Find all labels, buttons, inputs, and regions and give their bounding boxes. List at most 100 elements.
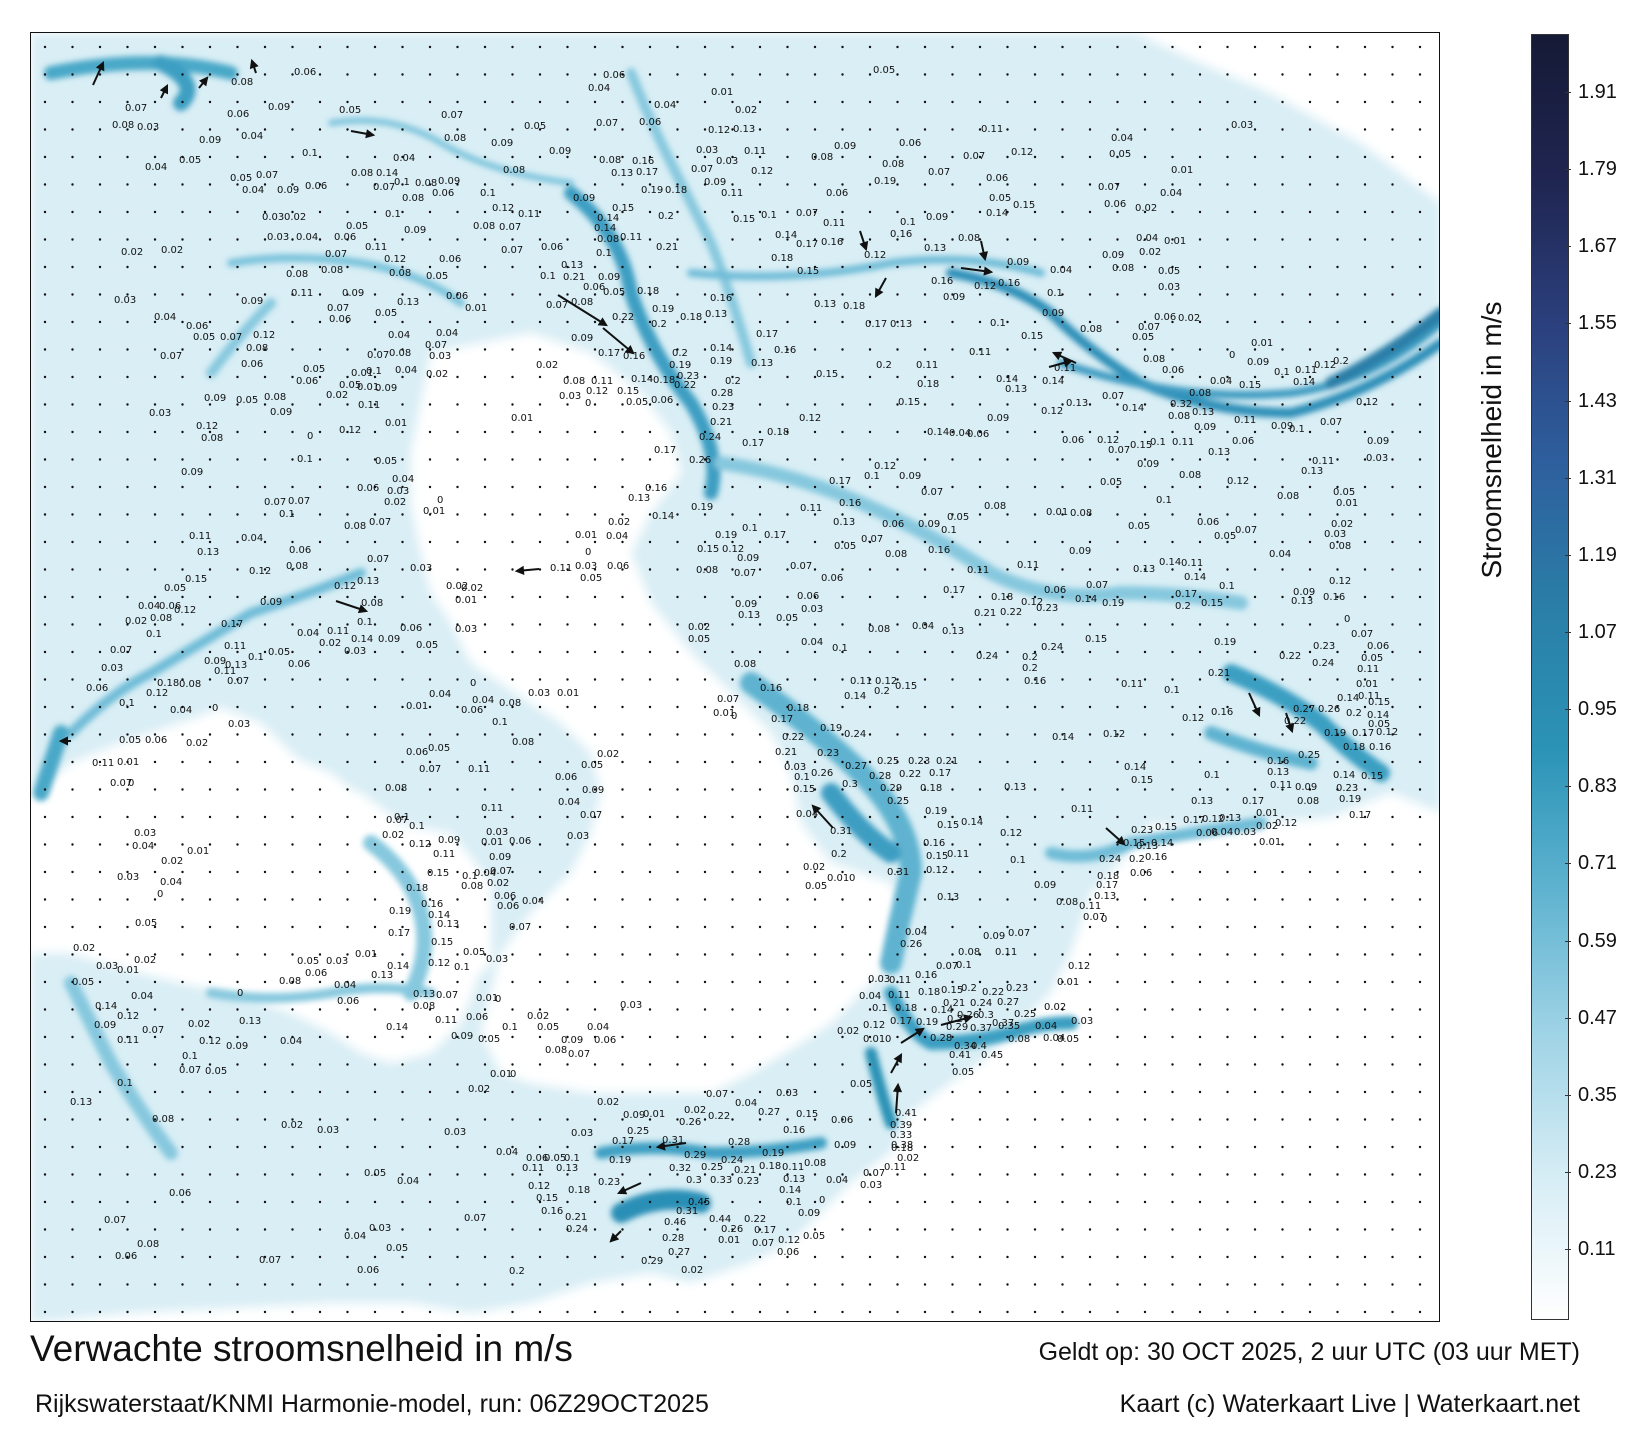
speed-value-label: 0.08 [389,348,411,359]
speed-value-label: 0.06 [1104,199,1126,210]
grid-point [1253,595,1257,599]
grid-point [153,540,157,544]
grid-point [346,540,349,544]
speed-value-label: 0.02 [608,517,630,528]
grid-point [1226,980,1229,984]
grid-point [1061,1118,1064,1121]
grid-point [181,155,184,159]
grid-point [511,1090,514,1094]
grid-point [98,128,102,131]
speed-value-label: 0.05 [1214,531,1236,542]
grid-point [71,183,74,186]
grid-point [456,430,459,434]
grid-point [43,678,47,681]
speed-value-label: 0.09 [451,1031,473,1042]
current-arrow-head [95,60,105,72]
grid-point [1143,898,1147,901]
current-arrow-head [365,129,376,139]
grid-point [153,595,157,599]
speed-value-label: 0.1 [990,318,1006,329]
grid-point [621,1228,624,1231]
grid-point [1391,705,1394,709]
grid-point [1006,1063,1009,1066]
grid-point [511,870,514,874]
speed-value-label: 0.02 [188,1019,210,1030]
grid-point [1061,348,1064,351]
grid-point [703,1118,707,1121]
grid-point [318,843,322,846]
grid-point [758,293,762,296]
grid-point [456,568,459,571]
grid-point [1061,210,1064,214]
speed-value-label: 0.17 [929,768,951,779]
grid-point [1363,705,1367,709]
grid-point [1061,293,1064,296]
grid-point [98,1310,102,1314]
grid-point [1088,1118,1092,1121]
grid-point [813,1255,817,1259]
current-arrow-head [609,1232,620,1243]
speed-value-label: 0.31 [887,867,909,878]
grid-point [593,1145,597,1149]
grid-point [483,1008,487,1011]
grid-point [236,73,239,76]
speed-value-label: 0.15 [941,985,963,996]
speed-value-label: 0.1 [864,471,880,482]
grid-point [841,1200,844,1204]
speed-value-label: 0.19 [652,304,674,315]
speed-value-label: 0.1 [297,454,313,465]
grid-point [1171,1063,1174,1066]
speed-value-label: 0.13 [1004,782,1026,793]
grid-point [731,403,734,406]
grid-point [1308,705,1312,709]
grid-point [1308,1008,1312,1011]
grid-point [923,1173,927,1176]
grid-point [538,183,542,186]
grid-point [566,1090,569,1094]
speed-value-label: 0.09 [987,413,1009,424]
grid-point [1088,1008,1092,1011]
grid-point [1418,320,1422,324]
grid-point [1281,1200,1284,1204]
grid-point [1363,953,1367,956]
grid-point [236,45,239,49]
grid-point [1088,870,1092,874]
grid-point [1308,568,1312,571]
grid-point [483,73,487,76]
grid-point [1363,265,1367,269]
grid-point [978,1173,982,1176]
grid-point [1198,733,1202,736]
speed-value-label: 0.44 [709,1214,731,1225]
grid-point [43,843,47,846]
speed-value-label: 0.14 [1337,693,1359,704]
grid-point [208,375,212,379]
grid-point [593,540,597,544]
grid-point [758,1035,762,1039]
grid-point [428,155,432,159]
speed-value-label: 0.02 [688,622,710,633]
grid-point [98,1283,102,1286]
grid-point [621,1283,624,1286]
speed-value-label: 0.11 [224,641,246,652]
speed-value-label: 0.2 [1346,708,1362,719]
grid-point [978,45,982,49]
grid-point [1363,1255,1367,1259]
grid-point [593,238,597,241]
grid-point [318,375,322,379]
speed-value-label: 0.02 [1331,519,1353,530]
grid-point [758,1310,762,1314]
grid-point [1418,403,1422,406]
grid-point [456,760,459,764]
grid-point [731,1173,734,1176]
grid-point [1116,1255,1119,1259]
grid-point [841,925,844,929]
speed-value-label: 0.08 [571,297,593,308]
speed-value-label: 0.06 [494,891,516,902]
grid-point [731,568,734,571]
grid-point [236,705,239,709]
speed-value-label: 0.04 [859,991,881,1002]
grid-point [1418,375,1422,379]
grid-point [1116,760,1119,764]
grid-point [1336,870,1339,874]
grid-point [511,238,514,241]
